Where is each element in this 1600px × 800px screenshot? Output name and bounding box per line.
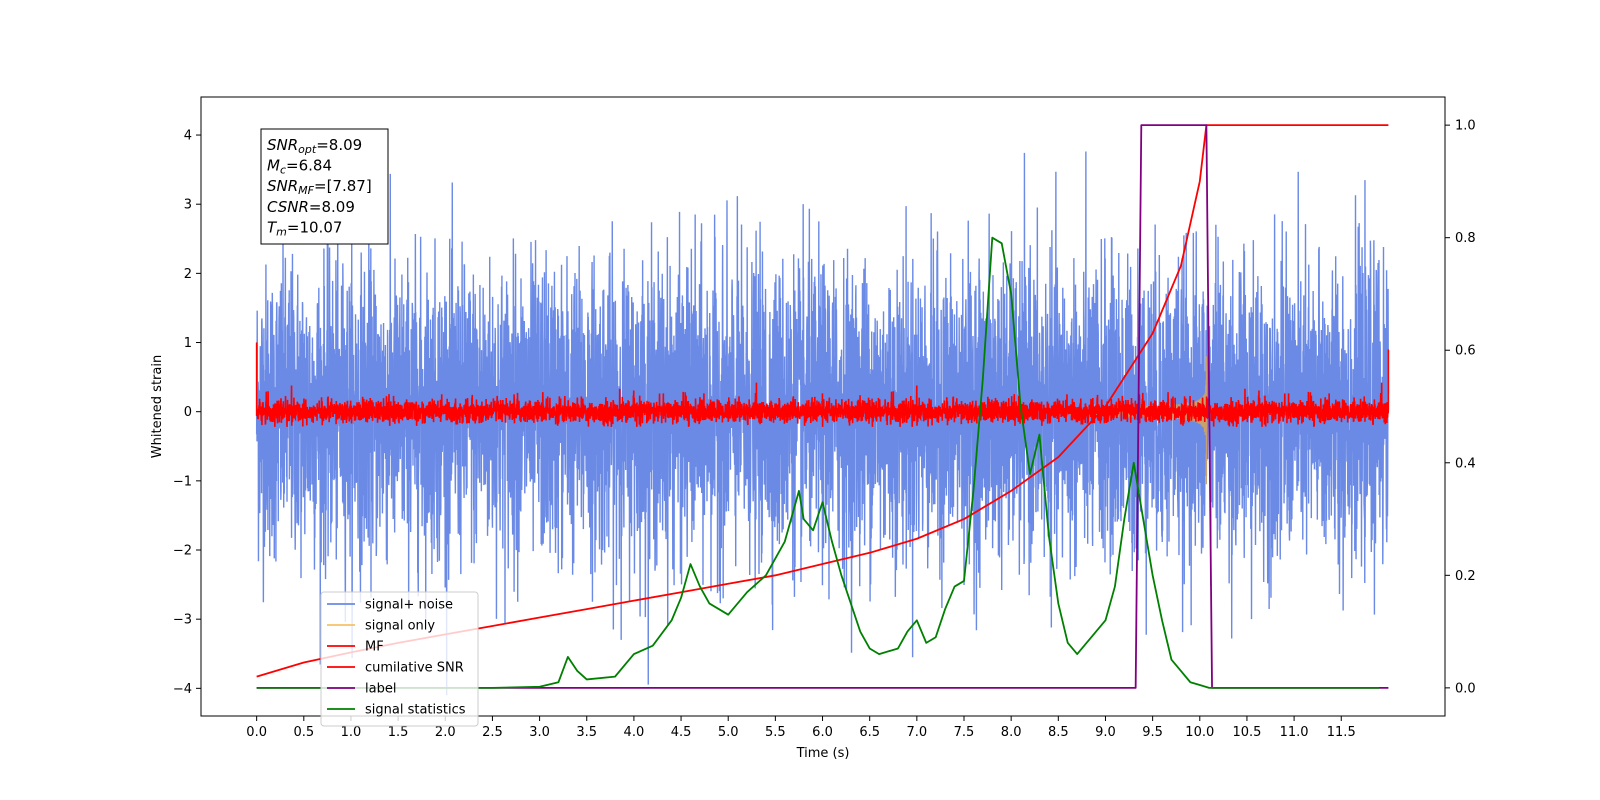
series-signal-plus-noise: [255, 151, 1390, 696]
legend-label: cumilative SNR: [365, 661, 464, 676]
x-tick-label: 6.0: [812, 725, 833, 740]
y-right-tick-label: 0.2: [1455, 569, 1476, 584]
x-tick-label: 1.0: [341, 725, 362, 740]
y-left-tick-label: 4: [184, 129, 192, 144]
y-right-tick-label: 0.8: [1455, 231, 1476, 246]
x-tick-label: 0.5: [293, 725, 314, 740]
x-tick-label: 5.0: [718, 725, 739, 740]
x-tick-label: 4.0: [624, 725, 645, 740]
y-left-tick-label: −3: [173, 613, 192, 628]
legend-label: signal only: [365, 619, 435, 634]
legend-label: signal statistics: [365, 703, 466, 718]
x-tick-label: 7.5: [954, 725, 975, 740]
series-mf: [255, 342, 1390, 427]
y-left-tick-label: 3: [184, 198, 192, 213]
y-left-tick-label: −1: [173, 474, 192, 489]
x-tick-label: 5.5: [765, 725, 786, 740]
x-tick-label: 0.0: [246, 725, 267, 740]
annotation-box: [260, 128, 389, 245]
x-tick-label: 3.5: [576, 725, 597, 740]
legend-label: signal+ noise: [365, 598, 453, 613]
x-tick-label: 9.5: [1142, 725, 1163, 740]
y-left-tick-label: −2: [173, 544, 192, 559]
x-tick-label: 10.5: [1232, 725, 1261, 740]
x-tick-label: 6.5: [859, 725, 880, 740]
x-tick-label: 7.0: [906, 725, 927, 740]
y-right-tick-label: 0.6: [1455, 344, 1476, 359]
x-tick-label: 2.0: [435, 725, 456, 740]
y-left-tick-label: −4: [173, 682, 192, 697]
x-tick-label: 8.5: [1048, 725, 1069, 740]
x-tick-label: 11.0: [1280, 725, 1309, 740]
y-right-tick-label: 1.0: [1455, 119, 1476, 134]
x-tick-label: 11.5: [1327, 725, 1356, 740]
x-tick-label: 1.5: [388, 725, 409, 740]
annotation-line: Mc=6.84: [267, 157, 332, 177]
y-left-tick-label: 0: [184, 405, 192, 420]
annotation-line: SNRMF=[7.87]: [267, 177, 372, 197]
annotation-line: CSNR=8.09: [267, 198, 355, 216]
x-tick-label: 2.5: [482, 725, 503, 740]
y-left-tick-label: 2: [184, 267, 192, 282]
x-axis-label: Time (s): [796, 746, 850, 761]
legend-box: [320, 591, 479, 727]
y-right-tick-label: 0.4: [1455, 456, 1476, 471]
x-tick-label: 9.0: [1095, 725, 1116, 740]
y-right-tick-label: 0.0: [1455, 681, 1476, 696]
x-tick-label: 8.0: [1001, 725, 1022, 740]
series-signal-statistics: [256, 236, 1379, 689]
legend-label: MF: [365, 640, 384, 655]
x-tick-label: 4.5: [671, 725, 692, 740]
y-left-tick-label: 1: [184, 336, 192, 351]
annotation-line: SNRopt=8.09: [267, 136, 362, 156]
y-axis-label: Whitened strain: [150, 355, 165, 458]
x-tick-label: 3.0: [529, 725, 550, 740]
legend-label: label: [365, 682, 396, 697]
x-tick-label: 10.0: [1185, 725, 1214, 740]
annotation-line: Tm=10.07: [267, 218, 342, 238]
